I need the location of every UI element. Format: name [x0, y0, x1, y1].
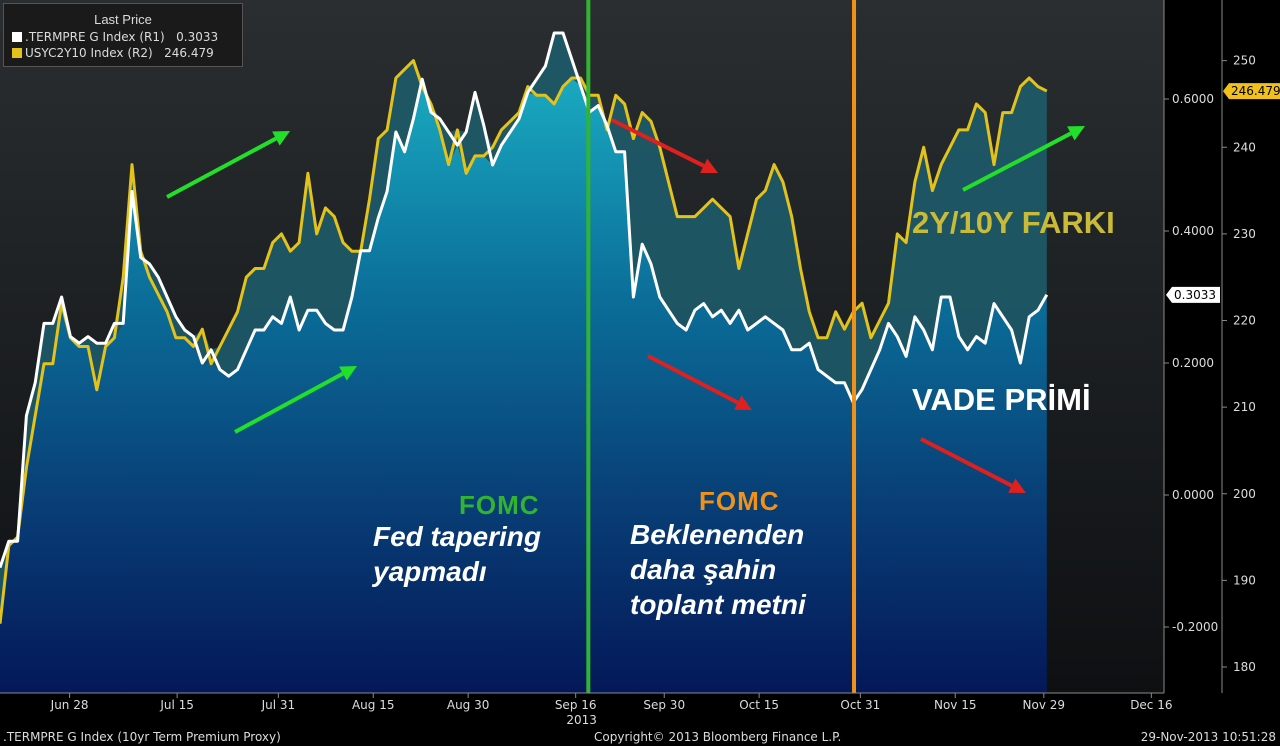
r2-tick-label: 200 [1233, 487, 1256, 501]
x-tick-label: Oct 15 [739, 698, 779, 712]
arrow-head [272, 131, 290, 146]
arrow-shaft [234, 371, 344, 434]
footer-copyright: Copyright© 2013 Bloomberg Finance L.P. [594, 730, 842, 744]
arrow-up-3 [962, 126, 1085, 192]
arrow-head [339, 366, 357, 381]
x-tick-label: Oct 31 [840, 698, 880, 712]
r2-tick-label: 240 [1233, 140, 1256, 154]
r1-last-value-label: 0.3033 [1174, 288, 1216, 302]
legend: Last Price .TERMPRE G Index (R1) 0.3033 … [3, 3, 243, 67]
arrow-head [1008, 478, 1026, 493]
arrow-up-2 [234, 366, 357, 434]
r2-tick-label: 220 [1233, 314, 1256, 328]
x-tick-label: Sep 16 [555, 698, 597, 712]
arrow-down-1 [611, 118, 718, 173]
legend-label: .TERMPRE G Index (R1) [25, 30, 165, 44]
arrow-head [734, 395, 752, 410]
r1-tick-label: -0.2000 [1172, 620, 1218, 634]
x-tick-label: Dec 16 [1130, 698, 1172, 712]
r1-last-value-tag [1166, 286, 1220, 303]
legend-swatch [12, 48, 22, 58]
arrow-shaft [920, 437, 1013, 488]
footer-timestamp: 29-Nov-2013 10:51:28 [1140, 730, 1276, 744]
footer-left: .TERMPRE G Index (10yr Term Premium Prox… [3, 730, 281, 744]
arrow-up-1 [166, 131, 290, 199]
footer-bar [0, 693, 1280, 746]
legend-label: USYC2Y10 Index (R2) [25, 46, 153, 60]
fomc1-text-line1: Fed tapering [373, 521, 542, 552]
arrow-head [700, 158, 718, 173]
fomc1-title: FOMC [459, 490, 540, 520]
x-tick-label: Nov 15 [934, 698, 977, 712]
legend-title: Last Price [94, 12, 152, 27]
fomc2-title: FOMC [699, 486, 780, 516]
x-year-label: 2013 [566, 713, 597, 727]
legend-item-spread: USYC2Y10 Index (R2) 246.479 [12, 46, 214, 60]
x-tick-label: Jun 28 [50, 698, 89, 712]
x-tick-label: Sep 30 [643, 698, 685, 712]
fomc2-text-line2: daha şahin [630, 554, 777, 585]
term-premium-line [0, 31, 1049, 569]
r2-last-value-tag [1223, 83, 1280, 100]
spread-annotation: 2Y/10Y FARKI [912, 205, 1115, 240]
spread-line [0, 59, 1048, 624]
arrow-down-2 [647, 354, 752, 410]
legend-item-term-premium: .TERMPRE G Index (R1) 0.3033 [12, 30, 218, 44]
x-tick-label: Aug 15 [352, 698, 395, 712]
arrow-down-3 [920, 437, 1026, 493]
arrow-shaft [611, 118, 705, 168]
r2-tick-label: 230 [1233, 227, 1256, 241]
arrow-shaft [166, 136, 277, 199]
x-tick-label: Aug 30 [447, 698, 490, 712]
r1-tick-label: 0.6000 [1172, 92, 1214, 106]
r1-tick-label: 0.2000 [1172, 356, 1214, 370]
legend-value: 246.479 [164, 46, 214, 60]
x-tick-label: Nov 29 [1023, 698, 1066, 712]
legend-value: 0.3033 [176, 30, 219, 44]
fomc2-text-line1: Beklenenden [630, 519, 805, 550]
r2-tick-label: 250 [1233, 54, 1256, 68]
arrow-shaft [962, 131, 1072, 192]
arrow-shaft [647, 354, 739, 405]
arrow-head [1067, 126, 1085, 141]
r2-tick-label: 180 [1233, 660, 1256, 674]
fomc1-text-line2: yapmadı [373, 556, 487, 587]
fomc2-text-line3: toplant metni [630, 589, 806, 620]
x-tick-label: Jul 15 [159, 698, 194, 712]
term-premium-area [0, 78, 1047, 693]
spread-area [0, 33, 1047, 624]
r2-last-value-label: 246.479 [1231, 84, 1280, 98]
r1-tick-label: 0.4000 [1172, 224, 1214, 238]
term-premium-annotation: VADE PRİMİ [912, 382, 1091, 417]
r2-tick-label: 190 [1233, 573, 1256, 587]
r1-tick-label: 0.0000 [1172, 488, 1214, 502]
r2-tick-label: 210 [1233, 400, 1256, 414]
legend-swatch [12, 32, 22, 42]
x-tick-label: Jul 31 [261, 698, 296, 712]
